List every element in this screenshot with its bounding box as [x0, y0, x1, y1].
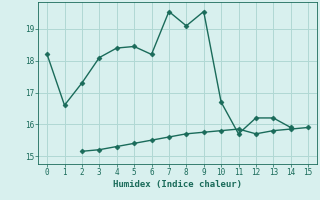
X-axis label: Humidex (Indice chaleur): Humidex (Indice chaleur) [113, 180, 242, 189]
